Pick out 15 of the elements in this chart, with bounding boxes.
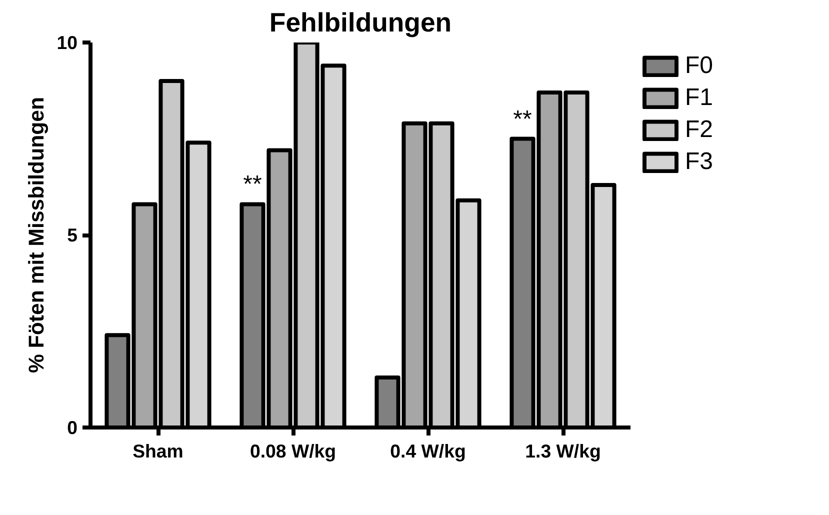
chart-title: Fehlbildungen [269, 8, 452, 38]
legend-label: F0 [685, 52, 714, 80]
x-tick-label: Sham [132, 440, 184, 462]
annotation: ** [243, 171, 262, 198]
y-tick-label: 10 [56, 32, 78, 53]
x-tick-label: 1.3 W/kg [525, 440, 601, 462]
annotation: ** [513, 106, 532, 133]
y-tick-label: 0 [67, 417, 78, 438]
legend-label: F3 [685, 148, 714, 176]
legend-label: F1 [685, 84, 714, 112]
legend-label: F2 [685, 116, 714, 144]
y-axis-title: % Föten mit Missbildungen [24, 96, 49, 374]
y-tick-label: 5 [67, 224, 78, 246]
x-tick-label: 0.4 W/kg [390, 440, 466, 462]
x-tick-label: 0.08 W/kg [250, 440, 336, 462]
